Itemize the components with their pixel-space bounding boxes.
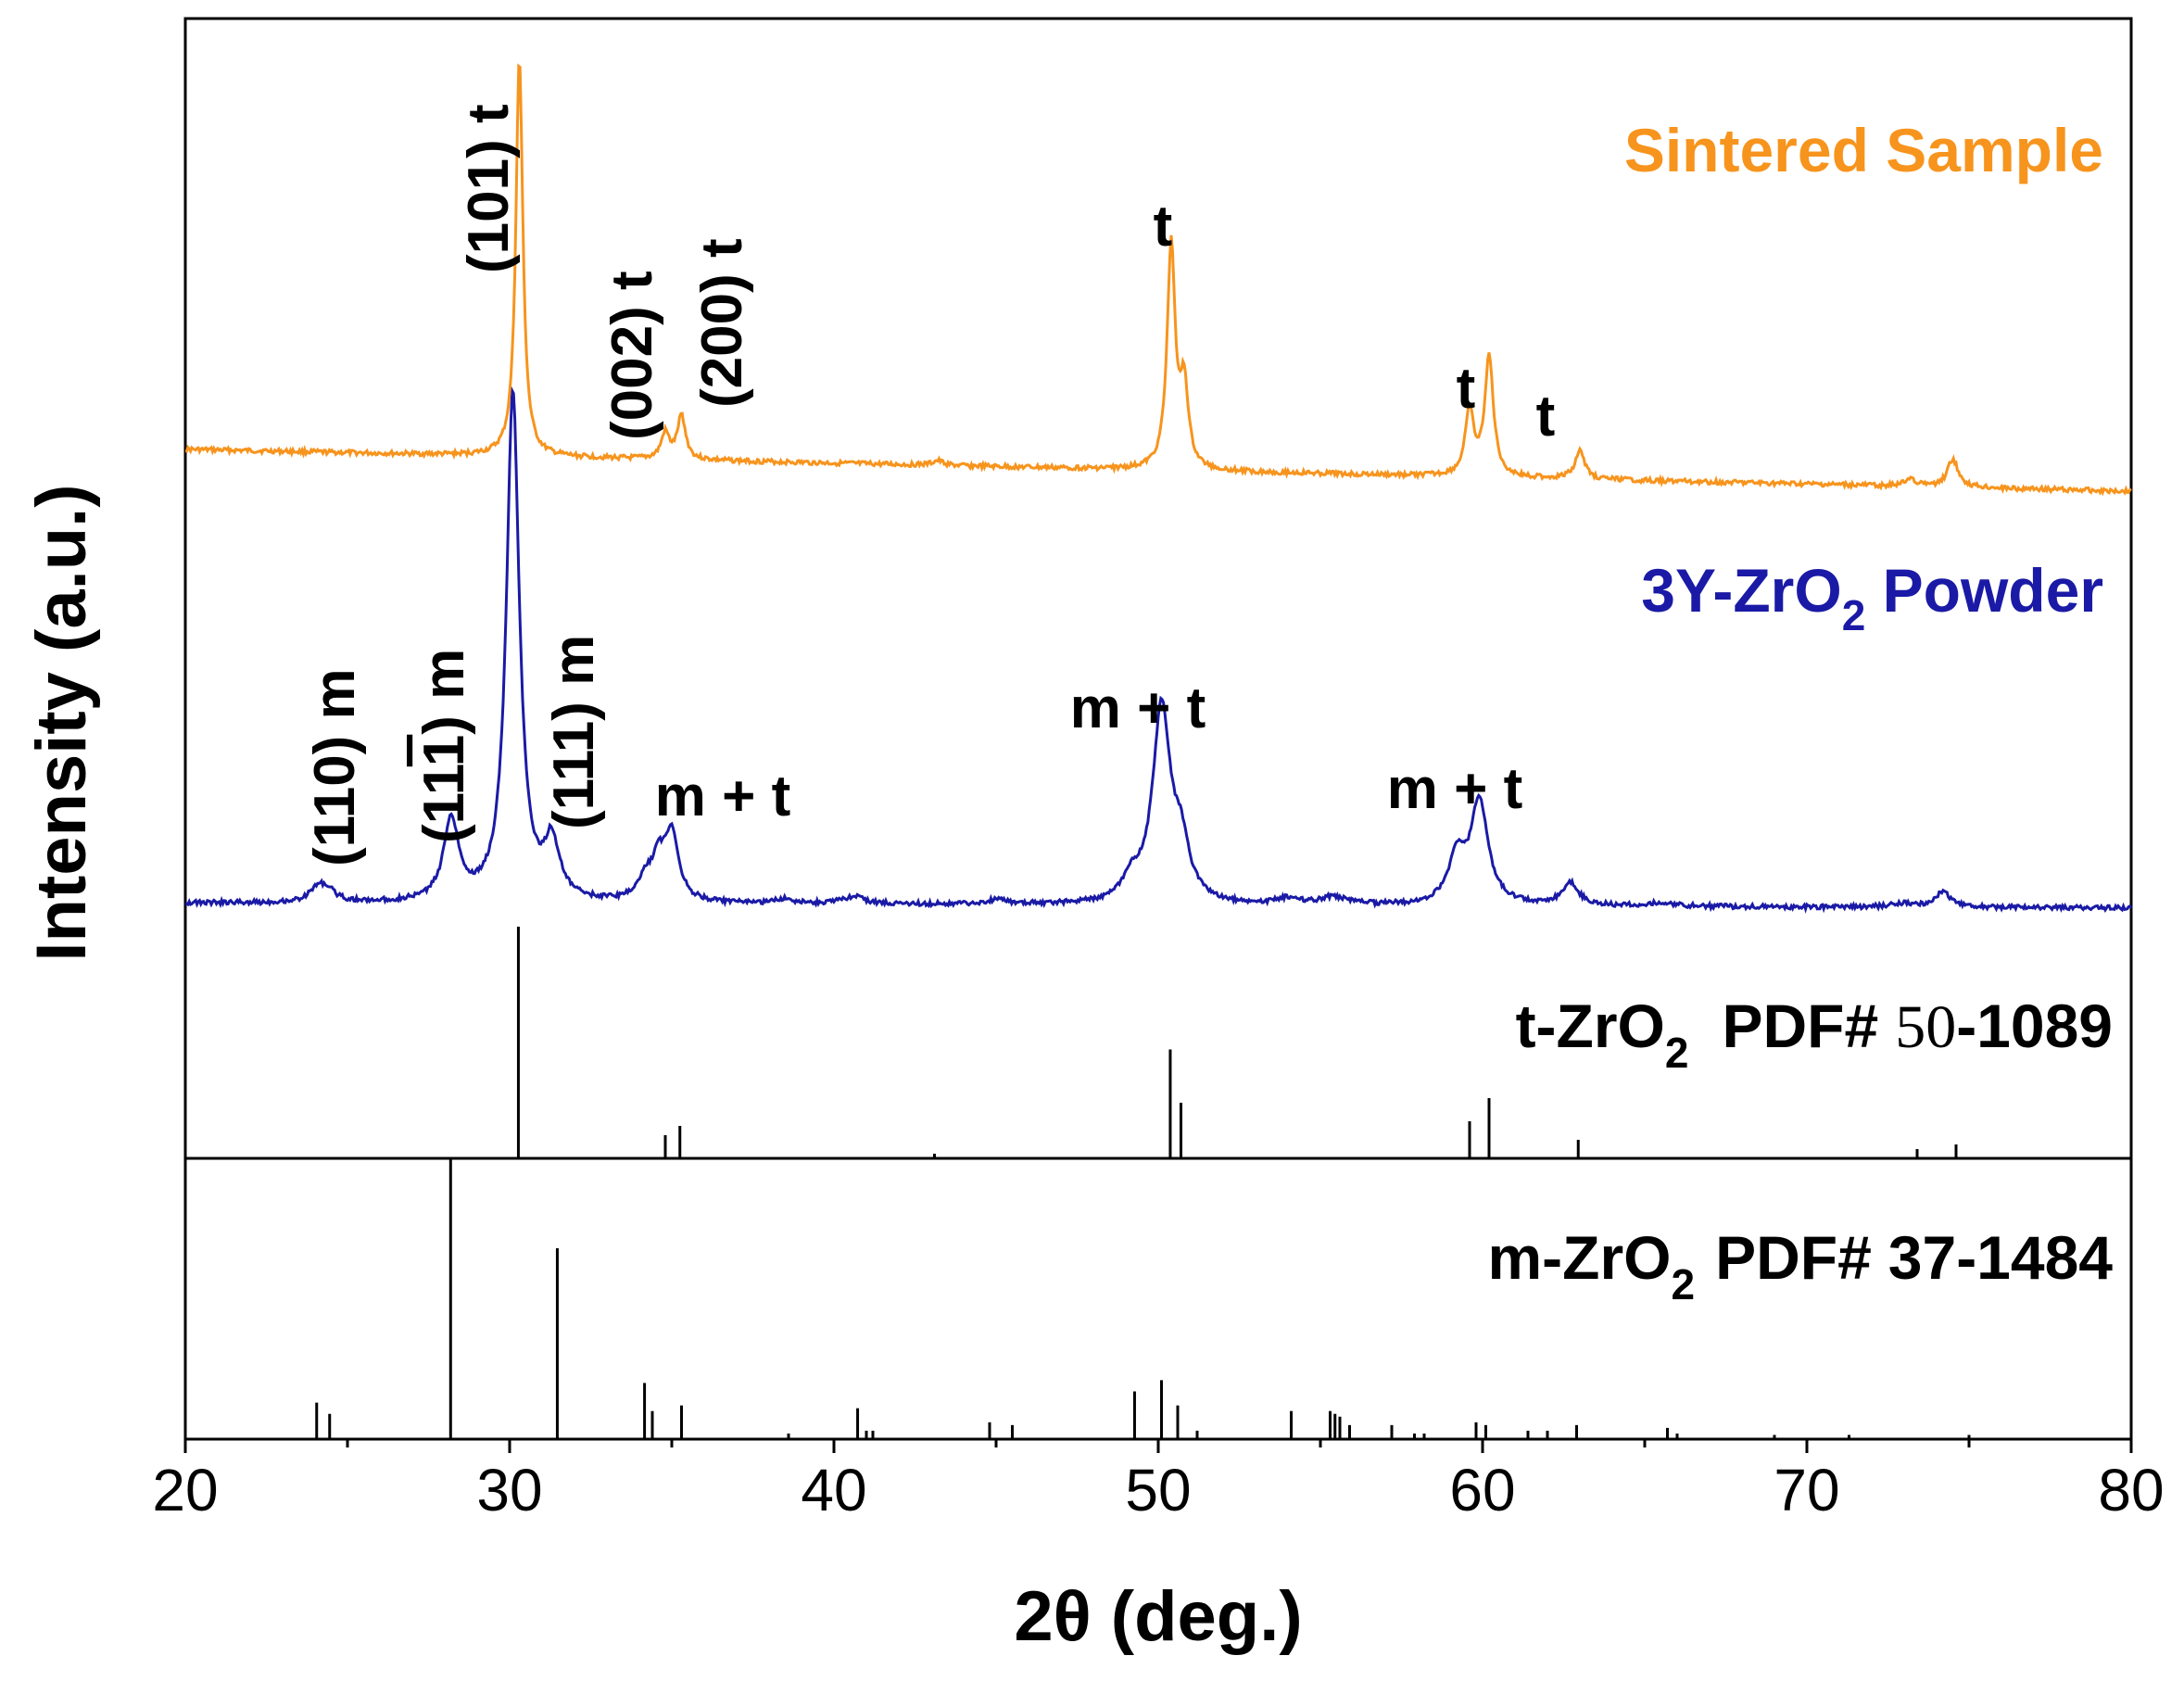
annot-mt-50: m + t: [1070, 676, 1206, 740]
x-axis-title: 2θ (deg.): [1014, 1577, 1302, 1656]
x-tick-label: 60: [1449, 1457, 1515, 1523]
annot-110-m: (110) m: [303, 668, 367, 866]
legend-t-num-a: 50: [1895, 993, 1956, 1061]
annot-mt-60: m + t: [1387, 757, 1522, 821]
annot-mt-35: m + t: [655, 765, 790, 828]
legend-t-num-b: -1089: [1956, 992, 2113, 1060]
x-tick-label: 40: [801, 1457, 866, 1523]
legend-sintered: Sintered Sample: [1624, 116, 2103, 184]
y-axis-title: Intensity (a.u.): [22, 484, 101, 961]
annot-11-1bar-m: (111) m: [412, 649, 476, 843]
annot-11-1bar-open: (11: [412, 765, 476, 843]
annot-200-t: (200) t: [690, 238, 754, 408]
legend-m-reference: m-ZrO2 PDF# 37-1484: [1487, 1223, 2113, 1308]
annot-11-1bar-close: ) m: [412, 649, 476, 735]
x-tick-label: 50: [1125, 1457, 1191, 1523]
x-tick-label: 70: [1774, 1457, 1839, 1523]
x-axis-ticks: [183, 1439, 2133, 1453]
sintered-xrd-trace: [184, 63, 2132, 497]
legend-powder-main: 3Y-ZrO: [1641, 556, 1841, 625]
legend-t-main: t-ZrO: [1516, 992, 1665, 1060]
legend-t-pdf: PDF#: [1722, 992, 1878, 1060]
annot-t-50: t: [1154, 195, 1173, 259]
annot-11-1bar-digit: 1: [412, 735, 476, 766]
legend-m-num: 37-1484: [1888, 1223, 2114, 1292]
legend-powder: 3Y-ZrO2 Powder: [1641, 556, 2103, 639]
legend-m-subscript: 2: [1671, 1260, 1695, 1308]
x-tick-label: 80: [2098, 1457, 2164, 1523]
t-zro2-reference-lines: [516, 927, 1958, 1158]
annot-t-59: t: [1457, 357, 1476, 421]
legend-powder-subscript: 2: [1842, 591, 1866, 639]
annot-101-t: (101) t: [457, 104, 521, 273]
x-axis-tick-labels: 20 30 40 50 60 70 80: [152, 1457, 2164, 1523]
legend-t-subscript: 2: [1665, 1029, 1689, 1077]
annot-002-t: (002) t: [600, 271, 664, 440]
legend-powder-tail: Powder: [1865, 556, 2103, 625]
x-tick-label: 20: [152, 1457, 218, 1523]
m-zro2-reference-lines: [315, 1158, 1971, 1439]
legend-m-pdf: PDF#: [1715, 1223, 1872, 1292]
annot-111-m: (111) m: [542, 635, 606, 829]
annot-t-63: t: [1536, 385, 1556, 449]
x-tick-label: 30: [476, 1457, 542, 1523]
powder-xrd-trace: [184, 385, 2133, 915]
legend-t-reference: t-ZrO2 PDF# 50-1089: [1516, 992, 2113, 1077]
legend-m-main: m-ZrO: [1487, 1223, 1671, 1292]
